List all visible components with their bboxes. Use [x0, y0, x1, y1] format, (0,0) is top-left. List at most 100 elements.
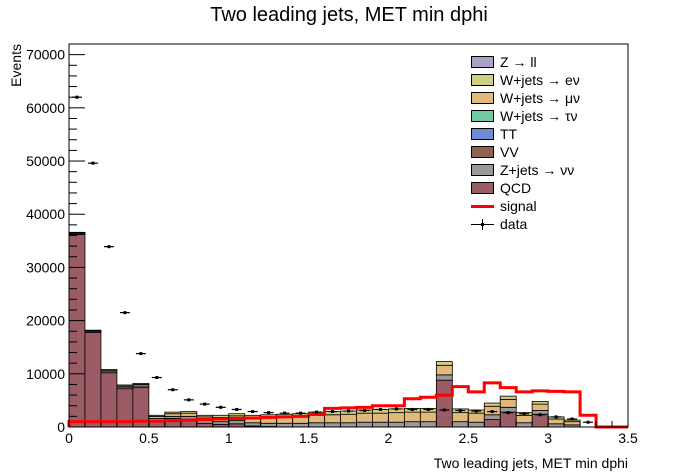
- histogram-bar: [292, 422, 309, 428]
- y-tick-label: 10000: [26, 366, 65, 382]
- legend-entry: W+jets → τν: [468, 108, 628, 126]
- x-tick-label: 1.5: [299, 430, 319, 446]
- histogram-bar: [499, 398, 517, 408]
- legend-label: TT: [500, 126, 518, 142]
- histogram-bar: [196, 422, 214, 428]
- histogram-bar: [499, 411, 517, 428]
- histogram-bar: [403, 421, 421, 428]
- data-point: [586, 420, 590, 424]
- histogram-bar: [499, 395, 517, 400]
- legend-label: Z+jets → νν: [500, 162, 575, 178]
- legend-swatch: [471, 128, 494, 140]
- legend-entry: QCD: [468, 180, 628, 198]
- y-tick-label: 60000: [26, 100, 65, 116]
- data-point: [490, 410, 494, 414]
- x-tick-label: 0: [65, 430, 73, 446]
- histogram-bar: [515, 422, 533, 428]
- legend-entry: data: [468, 216, 628, 234]
- x-tick-label: 3.5: [618, 430, 638, 446]
- histogram-bar: [100, 372, 118, 428]
- histogram-bar: [419, 421, 437, 428]
- histogram-bar: [483, 402, 501, 407]
- data-point: [474, 409, 478, 413]
- histogram-bar: [451, 421, 469, 428]
- histogram-bar: [435, 364, 453, 376]
- histogram-bar: [435, 361, 453, 366]
- x-tick-label: 0.5: [139, 430, 159, 446]
- data-point: [235, 407, 239, 411]
- histogram-bar: [388, 421, 405, 428]
- legend-swatch: [471, 110, 494, 122]
- histogram-bar: [531, 401, 549, 405]
- legend-swatch: [471, 146, 494, 158]
- histogram-bar: [324, 422, 341, 428]
- data-point: [91, 161, 95, 165]
- histogram-bar: [467, 412, 485, 423]
- histogram-bar: [388, 412, 405, 423]
- histogram-bar: [356, 421, 373, 428]
- histogram-bar: [180, 412, 198, 417]
- legend-label: VV: [500, 144, 519, 160]
- data-point: [442, 408, 446, 412]
- histogram-bar: [148, 414, 166, 417]
- legend-entry: TT: [468, 126, 628, 144]
- y-tick-label: 40000: [26, 206, 65, 222]
- histogram-bar: [132, 382, 150, 385]
- histogram-bar: [435, 374, 453, 381]
- histogram-bar: [308, 414, 325, 424]
- histogram-bar: [116, 384, 134, 387]
- histogram-bar: [403, 411, 421, 423]
- histogram-bar: [435, 379, 453, 428]
- histogram-bar: [547, 418, 565, 425]
- histogram-bar: [340, 422, 357, 428]
- histogram-bar: [372, 412, 389, 423]
- data-point: [506, 411, 510, 415]
- data-point: [315, 410, 319, 414]
- legend-swatch: [471, 164, 494, 176]
- histogram-bar: [483, 419, 501, 428]
- histogram-bar: [212, 414, 230, 418]
- legend: Z → ll W+jets → eν W+jets → μν W+jets → τν T…: [468, 54, 628, 234]
- histogram-bar: [100, 369, 118, 371]
- histogram-bar: [180, 411, 198, 414]
- legend-label: W+jets → τν: [500, 108, 578, 124]
- data-point: [171, 388, 175, 392]
- histogram-bar: [531, 403, 549, 411]
- histogram-bar: [228, 420, 246, 425]
- legend-marker-point: [481, 223, 484, 226]
- legend-label: Z → ll: [500, 54, 537, 70]
- histogram-bar: [372, 421, 389, 428]
- histogram-bar: [563, 421, 581, 426]
- y-tick-label: 20000: [26, 313, 65, 329]
- data-point: [394, 407, 398, 411]
- data-point: [187, 398, 191, 402]
- histogram-bar: [228, 413, 246, 417]
- data-point: [299, 411, 303, 415]
- x-tick-label: 3: [544, 430, 552, 446]
- legend-line: [471, 205, 494, 208]
- data-point: [107, 245, 111, 249]
- y-tick-label: 30000: [26, 259, 65, 275]
- data-point: [362, 409, 366, 413]
- legend-swatch: [471, 92, 494, 104]
- data-point: [331, 410, 335, 414]
- data-point: [538, 413, 542, 417]
- histogram-bar: [324, 414, 341, 424]
- data-point: [267, 411, 271, 415]
- signal-line: [67, 381, 628, 429]
- legend-entry: Z+jets → νν: [468, 162, 628, 180]
- y-tick-label: 0: [57, 419, 65, 435]
- plot-area: [69, 44, 628, 427]
- histogram-bar: [356, 412, 373, 423]
- data-point: [570, 417, 574, 421]
- histogram-bar: [68, 231, 86, 234]
- histogram-bar: [84, 331, 102, 428]
- legend-swatch: [471, 182, 494, 194]
- histogram-bar: [244, 422, 262, 427]
- legend-entry: Z → ll: [468, 54, 628, 72]
- legend-entry: W+jets → μν: [468, 90, 628, 108]
- legend-swatch: [471, 74, 494, 86]
- data-point: [155, 376, 159, 380]
- histogram-bar: [340, 413, 357, 424]
